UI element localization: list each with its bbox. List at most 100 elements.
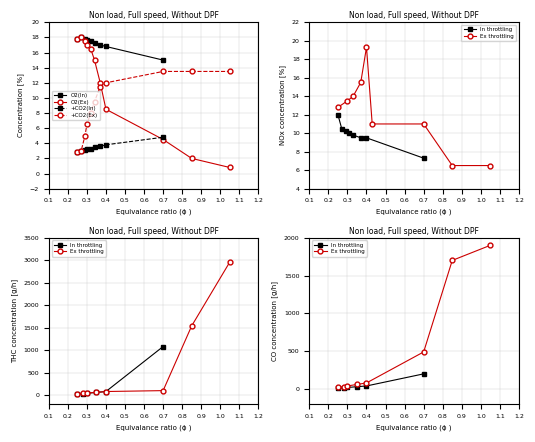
Ex throttling: [103, 389, 109, 394]
X-axis label: Equivalance ratio (ϕ ): Equivalance ratio (ϕ ): [116, 424, 192, 431]
In throttling: [421, 156, 427, 161]
Ex throttling: [335, 385, 341, 390]
In throttling: [340, 385, 347, 390]
O2(Ex): [97, 80, 103, 85]
+CO2(In): [82, 148, 88, 153]
+CO2(In): [74, 150, 81, 155]
O2(In): [97, 42, 103, 48]
O2(In): [82, 36, 88, 42]
Ex throttling: [357, 80, 364, 85]
O2(Ex): [78, 35, 85, 40]
In throttling: [357, 135, 364, 141]
+CO2(In): [78, 148, 85, 153]
+CO2(Ex): [160, 69, 166, 74]
O2(In): [83, 37, 90, 42]
O2(In): [74, 36, 81, 42]
Line: Ex throttling: Ex throttling: [335, 45, 493, 168]
Ex throttling: [83, 390, 90, 396]
Ex throttling: [188, 323, 195, 328]
+CO2(In): [103, 142, 109, 148]
Line: O2(In): O2(In): [75, 35, 165, 62]
O2(Ex): [83, 42, 90, 48]
Ex throttling: [344, 98, 350, 103]
O2(In): [103, 44, 109, 49]
Legend: In throttling, Ex throttling: In throttling, Ex throttling: [461, 25, 516, 41]
O2(In): [88, 38, 94, 44]
Line: +CO2(Ex): +CO2(Ex): [75, 69, 232, 155]
O2(In): [78, 35, 85, 40]
In throttling: [346, 130, 353, 136]
Line: Ex throttling: Ex throttling: [335, 243, 493, 390]
Ex throttling: [335, 105, 341, 110]
+CO2(Ex): [88, 110, 94, 116]
Legend: O2(In), O2(Ex), +CO2(In), +CO2(Ex): O2(In), O2(Ex), +CO2(In), +CO2(Ex): [51, 91, 100, 120]
+CO2(Ex): [74, 150, 81, 155]
Ex throttling: [363, 380, 370, 385]
Ex throttling: [93, 390, 100, 395]
In throttling: [342, 129, 349, 134]
+CO2(Ex): [82, 133, 88, 138]
In throttling: [421, 371, 427, 377]
+CO2(In): [91, 145, 98, 150]
Line: +CO2(In): +CO2(In): [75, 135, 165, 155]
+CO2(In): [88, 146, 94, 151]
Ex throttling: [487, 243, 494, 248]
Ex throttling: [350, 94, 356, 99]
Ex throttling: [363, 45, 370, 50]
In throttling: [335, 112, 341, 118]
O2(Ex): [82, 38, 88, 44]
O2(In): [160, 57, 166, 63]
In throttling: [103, 389, 109, 394]
+CO2(Ex): [227, 69, 233, 74]
+CO2(In): [83, 147, 90, 152]
+CO2(Ex): [91, 99, 98, 104]
In throttling: [93, 390, 100, 395]
+CO2(Ex): [103, 80, 109, 85]
X-axis label: Equivalance ratio (ϕ ): Equivalance ratio (ϕ ): [377, 209, 452, 215]
In throttling: [350, 133, 356, 138]
Ex throttling: [227, 259, 233, 265]
+CO2(Ex): [188, 69, 195, 74]
O2(Ex): [74, 36, 81, 42]
Line: O2(Ex): O2(Ex): [75, 35, 232, 170]
+CO2(Ex): [83, 122, 90, 127]
Ex throttling: [74, 391, 81, 396]
Ex throttling: [487, 163, 494, 168]
Ex throttling: [160, 388, 166, 393]
Ex throttling: [80, 391, 86, 396]
X-axis label: Equivalance ratio (ϕ ): Equivalance ratio (ϕ ): [116, 209, 192, 215]
Ex throttling: [354, 382, 360, 387]
In throttling: [335, 385, 341, 391]
Y-axis label: NOx concentration [%]: NOx concentration [%]: [279, 65, 286, 145]
O2(Ex): [88, 46, 94, 51]
+CO2(Ex): [97, 84, 103, 89]
O2(Ex): [91, 57, 98, 63]
In throttling: [344, 385, 350, 390]
Y-axis label: THC concentration [g/h]: THC concentration [g/h]: [11, 279, 18, 363]
O2(In): [91, 41, 98, 46]
In throttling: [80, 391, 86, 396]
O2(Ex): [227, 165, 233, 170]
O2(Ex): [160, 137, 166, 142]
O2(Ex): [103, 107, 109, 112]
Ex throttling: [340, 384, 347, 389]
X-axis label: Equivalance ratio (ϕ ): Equivalance ratio (ϕ ): [377, 424, 452, 431]
Ex throttling: [344, 383, 350, 389]
In throttling: [74, 391, 81, 396]
Ex throttling: [449, 258, 455, 263]
O2(Ex): [188, 156, 195, 161]
In throttling: [354, 384, 360, 389]
Line: In throttling: In throttling: [335, 371, 426, 391]
Y-axis label: Concentration [%]: Concentration [%]: [18, 73, 24, 137]
Ex throttling: [449, 163, 455, 168]
Y-axis label: CO concentration [g/h]: CO concentration [g/h]: [272, 281, 278, 361]
In throttling: [339, 126, 345, 131]
Ex throttling: [369, 121, 376, 126]
In throttling: [363, 383, 370, 389]
Title: Non load, Full speed, Without DPF: Non load, Full speed, Without DPF: [349, 227, 479, 236]
Ex throttling: [421, 349, 427, 354]
In throttling: [363, 135, 370, 141]
Title: Non load, Full speed, Without DPF: Non load, Full speed, Without DPF: [89, 227, 218, 236]
+CO2(In): [160, 134, 166, 140]
Line: In throttling: In throttling: [75, 344, 165, 396]
